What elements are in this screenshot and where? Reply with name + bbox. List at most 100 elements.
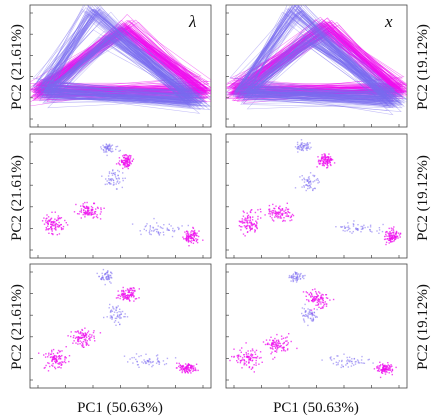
panel-row1-right: x bbox=[225, 4, 408, 128]
data-point-blue bbox=[116, 306, 118, 309]
data-point-magenta bbox=[89, 336, 91, 339]
data-point-magenta bbox=[47, 220, 49, 222]
data-point-magenta bbox=[322, 294, 324, 296]
data-point-blue bbox=[307, 308, 309, 310]
data-point-magenta bbox=[275, 343, 277, 345]
data-point-blue bbox=[105, 178, 107, 180]
series-line-blue bbox=[242, 33, 404, 105]
data-point-magenta bbox=[47, 225, 49, 227]
data-point-blue bbox=[171, 235, 174, 238]
data-point-magenta bbox=[382, 365, 385, 368]
series-line-blue bbox=[240, 39, 403, 109]
data-point-magenta bbox=[282, 347, 284, 350]
series-line-blue bbox=[242, 40, 405, 97]
data-point-magenta bbox=[250, 209, 252, 212]
data-point-magenta bbox=[80, 211, 83, 213]
data-point-magenta bbox=[78, 213, 80, 215]
data-point-blue bbox=[307, 312, 309, 314]
series-line-blue bbox=[246, 34, 407, 100]
ylabel-row3-right: PC2 (19.12%) bbox=[415, 284, 431, 370]
data-point-magenta bbox=[322, 301, 325, 304]
data-point-blue bbox=[110, 282, 112, 284]
data-point-blue bbox=[298, 275, 301, 277]
data-point-blue bbox=[103, 151, 105, 153]
data-point-blue bbox=[317, 179, 319, 181]
data-point-magenta bbox=[253, 223, 255, 225]
data-point-magenta bbox=[186, 235, 188, 237]
data-point-magenta bbox=[117, 290, 119, 292]
series-line-blue bbox=[44, 34, 198, 103]
data-point-magenta bbox=[121, 291, 123, 293]
data-point-magenta bbox=[388, 372, 390, 374]
data-point-magenta bbox=[85, 341, 87, 343]
data-point-magenta bbox=[53, 220, 55, 223]
data-point-magenta bbox=[82, 346, 85, 348]
data-point-blue bbox=[156, 228, 159, 231]
data-point-magenta bbox=[179, 364, 181, 366]
data-point-magenta bbox=[119, 297, 121, 300]
data-point-blue bbox=[124, 316, 126, 318]
data-point-magenta bbox=[392, 231, 394, 234]
data-point-blue bbox=[312, 174, 314, 177]
data-point-blue bbox=[312, 188, 314, 190]
series-line-blue bbox=[243, 42, 395, 93]
data-point-magenta bbox=[86, 342, 88, 344]
data-point-magenta bbox=[82, 332, 85, 335]
data-point-magenta bbox=[386, 368, 388, 371]
data-point-magenta bbox=[86, 206, 88, 208]
data-point-magenta bbox=[278, 207, 281, 210]
data-point-magenta bbox=[319, 163, 321, 165]
data-point-magenta bbox=[84, 216, 86, 218]
data-point-magenta bbox=[268, 210, 271, 212]
data-point-magenta bbox=[239, 349, 241, 351]
data-point-magenta bbox=[63, 361, 66, 363]
data-point-blue bbox=[124, 313, 126, 315]
data-point-magenta bbox=[132, 158, 135, 160]
data-point-magenta bbox=[274, 356, 276, 359]
data-point-magenta bbox=[190, 231, 192, 233]
data-point-blue bbox=[107, 146, 109, 149]
data-point-blue bbox=[141, 361, 143, 363]
data-point-blue bbox=[145, 361, 147, 363]
data-point-magenta bbox=[128, 298, 130, 301]
data-point-blue bbox=[117, 305, 119, 307]
data-point-blue bbox=[309, 172, 312, 174]
data-point-magenta bbox=[187, 363, 190, 365]
data-point-magenta bbox=[385, 233, 387, 235]
data-point-magenta bbox=[284, 337, 287, 339]
data-point-magenta bbox=[246, 355, 248, 357]
data-point-blue bbox=[109, 145, 111, 147]
data-point-magenta bbox=[249, 227, 251, 229]
data-point-magenta bbox=[321, 156, 323, 158]
data-point-blue bbox=[355, 228, 358, 231]
series-line-blue bbox=[247, 11, 389, 105]
data-point-magenta bbox=[54, 366, 56, 368]
data-point-blue bbox=[307, 187, 309, 190]
data-point-magenta bbox=[127, 297, 130, 299]
data-point-blue bbox=[121, 186, 123, 189]
data-point-blue bbox=[337, 363, 339, 366]
data-point-blue bbox=[307, 179, 309, 181]
data-point-magenta bbox=[249, 217, 252, 219]
data-point-blue bbox=[139, 230, 141, 232]
data-point-blue bbox=[123, 355, 126, 357]
data-point-blue bbox=[347, 222, 349, 224]
data-point-magenta bbox=[100, 211, 102, 213]
data-point-magenta bbox=[122, 294, 124, 296]
data-point-magenta bbox=[244, 226, 247, 229]
data-point-magenta bbox=[394, 236, 397, 238]
data-point-magenta bbox=[245, 228, 248, 230]
data-point-magenta bbox=[385, 243, 387, 246]
data-point-blue bbox=[307, 147, 309, 149]
series-line-blue bbox=[48, 42, 202, 105]
data-point-magenta bbox=[249, 220, 251, 222]
data-point-magenta bbox=[129, 287, 131, 290]
data-point-blue bbox=[116, 145, 119, 148]
data-point-magenta bbox=[187, 232, 189, 234]
series-line-blue bbox=[39, 11, 186, 104]
data-point-blue bbox=[313, 180, 316, 182]
data-point-blue bbox=[369, 226, 372, 228]
data-point-blue bbox=[111, 310, 114, 312]
data-point-magenta bbox=[274, 344, 276, 346]
data-point-magenta bbox=[286, 336, 288, 338]
